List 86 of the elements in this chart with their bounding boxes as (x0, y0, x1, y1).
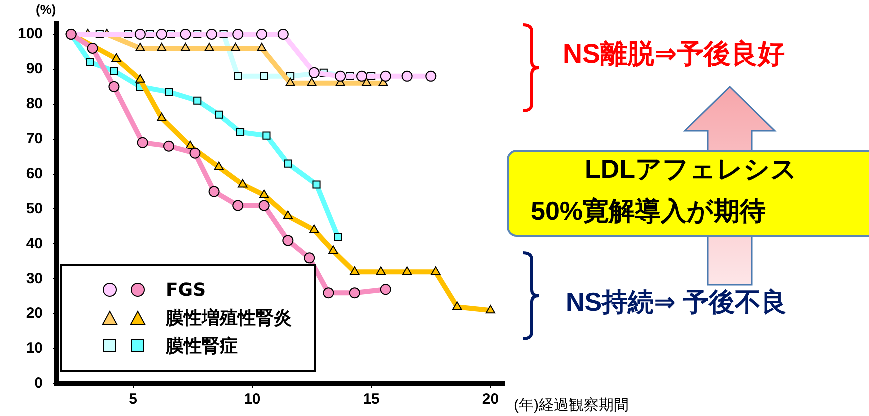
y-tick-label: 30 (26, 270, 44, 288)
point (307, 78, 317, 86)
point (310, 224, 320, 234)
text: NS離脱⇒予後良好 (563, 38, 786, 71)
point (215, 110, 224, 119)
point (257, 42, 267, 52)
x-axis-title: (年)経過観察期間 (514, 396, 629, 415)
point (238, 179, 248, 188)
x-tick-label: 20 (482, 391, 500, 408)
point (157, 112, 167, 122)
point (308, 67, 320, 78)
point (112, 53, 122, 62)
point (230, 42, 241, 52)
point (208, 186, 220, 198)
x-tick-label: 15 (363, 391, 380, 408)
point (137, 137, 148, 148)
y-tick-label: 20 (26, 305, 44, 322)
point (380, 70, 392, 82)
point (349, 288, 360, 299)
point (256, 28, 268, 40)
point (402, 70, 413, 82)
legend-label: 膜性増殖性腎炎 (166, 307, 292, 330)
point (380, 284, 392, 296)
point (282, 235, 294, 246)
point (362, 78, 372, 86)
legend-label: FGS (166, 280, 206, 300)
point (108, 81, 120, 92)
point (431, 266, 441, 276)
point (157, 42, 167, 52)
point (110, 67, 118, 76)
point (156, 28, 168, 40)
point (376, 266, 386, 276)
point (86, 58, 94, 66)
point (334, 233, 342, 242)
point (312, 180, 321, 189)
point (304, 252, 316, 264)
point (164, 88, 174, 96)
y-tick-label: 80 (26, 96, 44, 113)
x-tick-label: 10 (244, 391, 261, 408)
point (260, 190, 270, 198)
point (258, 200, 270, 212)
point (164, 140, 175, 152)
point (136, 74, 146, 83)
text: 50%寛解導入が期待 (531, 195, 766, 228)
y-tick-label: 100 (18, 26, 44, 43)
point (262, 132, 271, 140)
point (190, 148, 201, 159)
y-tick-label: 50 (26, 200, 44, 218)
point (402, 266, 412, 276)
point (232, 200, 244, 212)
point (232, 28, 244, 40)
point (204, 42, 214, 52)
point (206, 28, 218, 40)
point (328, 246, 338, 254)
y-tick-label: 60 (26, 165, 44, 182)
point (486, 305, 496, 314)
point (283, 210, 293, 220)
point (87, 42, 98, 54)
point (350, 266, 360, 276)
point (214, 162, 224, 170)
point (356, 70, 368, 82)
legend-label: 膜性腎症 (166, 335, 238, 358)
y-tick-label: 40 (26, 235, 44, 252)
point (234, 72, 242, 80)
point (323, 288, 334, 299)
point (260, 72, 268, 80)
point (134, 28, 146, 40)
text: NS持続⇒ 予後不良 (566, 286, 788, 319)
point (284, 160, 292, 168)
y-tick-label: 0 (34, 375, 44, 392)
y-axis-title: (%) (36, 2, 56, 17)
point (180, 28, 192, 40)
point (136, 42, 146, 52)
x-tick-label: 5 (129, 391, 138, 408)
point (426, 70, 437, 82)
y-tick-label: 90 (26, 60, 44, 78)
text: LDLアフェレシス (585, 153, 798, 186)
point (452, 302, 462, 310)
point (286, 78, 296, 86)
point (180, 42, 191, 52)
y-tick-label: 70 (26, 130, 44, 148)
y-tick-label: 10 (26, 340, 44, 358)
point (236, 128, 245, 136)
point (194, 96, 202, 105)
point (335, 70, 346, 82)
point (278, 28, 289, 40)
